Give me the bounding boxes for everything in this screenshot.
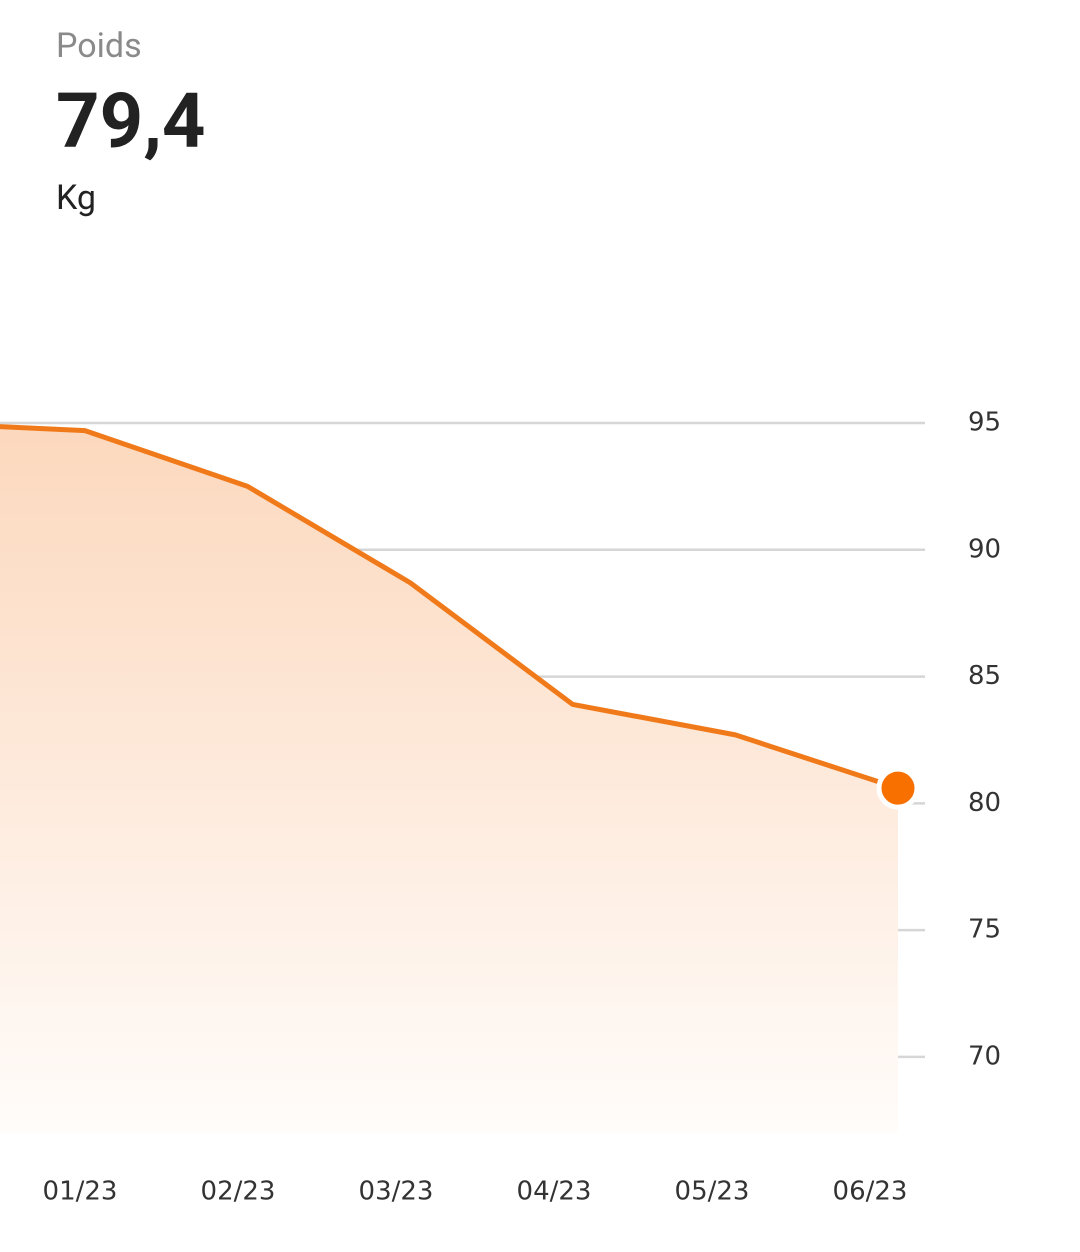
x-tick-label: 02/23 [201, 1177, 276, 1207]
line [0, 424, 899, 791]
y-tick-label: 90 [968, 534, 1001, 564]
x-tick-label: 05/23 [675, 1177, 750, 1207]
plot [0, 424, 920, 1133]
last-point [876, 766, 920, 810]
x-tick-label: 01/23 [43, 1177, 118, 1207]
area-fill [0, 426, 898, 1133]
metric-value: 79,4 [56, 76, 206, 166]
y-tick-label: 70 [968, 1041, 1001, 1071]
y-tick-label: 85 [968, 661, 1001, 691]
y-tick-label: 80 [968, 788, 1001, 818]
x-tick-label: 04/23 [517, 1177, 592, 1207]
metric-unit: Kg [56, 178, 96, 218]
y-tick-label: 75 [968, 915, 1001, 945]
metric-label: Poids [56, 26, 142, 66]
x-tick-label: 03/23 [359, 1177, 434, 1207]
x-tick-label: 06/23 [833, 1177, 908, 1207]
y-tick-label: 95 [968, 408, 1001, 438]
